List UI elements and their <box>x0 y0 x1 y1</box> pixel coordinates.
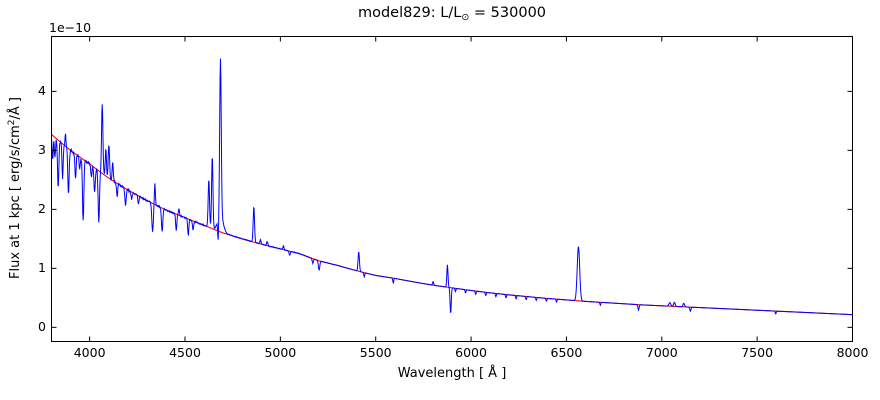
y-tick-label-0: 0 <box>38 319 46 335</box>
spectrum-line <box>51 58 853 316</box>
x-tick-label-5500: 5500 <box>359 345 392 360</box>
y-tick-label-2: 2 <box>38 201 46 217</box>
title-text: model829: L/L <box>357 5 462 21</box>
x-tick-label-7500: 7500 <box>741 345 774 360</box>
y-tick-label-3: 3 <box>38 142 46 158</box>
x-tick-label-6500: 6500 <box>550 345 583 360</box>
x-tick-label-4000: 4000 <box>73 345 106 360</box>
title-value: = 530000 <box>469 5 547 21</box>
axes-frame <box>51 36 853 342</box>
x-tick-label-7000: 7000 <box>645 345 678 360</box>
y-axis-offset-text: 1e−10 <box>49 20 92 35</box>
x-tick-label-6000: 6000 <box>455 345 487 360</box>
y-axis-label: Flux at 1 kpc [ erg/s/cm2/Å ] <box>6 97 24 279</box>
continuum-line <box>51 134 853 316</box>
x-tick-label-5000: 5000 <box>264 345 297 360</box>
solar-symbol: ⊙ <box>461 12 470 23</box>
x-tick-label-4500: 4500 <box>169 345 201 360</box>
y-tick-label-4: 4 <box>38 83 46 99</box>
page-title: model829: L/L⊙ = 530000 <box>51 5 853 23</box>
x-tick-label-8000: 8000 <box>836 345 869 360</box>
x-axis-label: Wavelength [ Å ] <box>397 366 507 381</box>
y-tick-label-1: 1 <box>38 260 46 276</box>
